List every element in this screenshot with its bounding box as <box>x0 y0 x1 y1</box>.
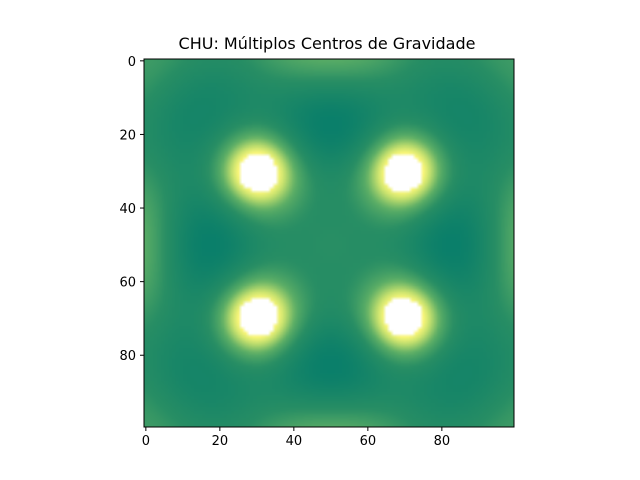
y-axis: 0 20 40 60 80 <box>119 55 144 364</box>
x-tick-label: 80 <box>434 434 451 449</box>
x-tick-label: 0 <box>142 434 150 449</box>
x-tick-label: 60 <box>360 434 377 449</box>
axes-frame <box>143 58 515 428</box>
y-tick-label: 20 <box>119 128 136 143</box>
plot-area <box>143 58 515 428</box>
y-tick-label: 60 <box>119 276 136 291</box>
y-tick-label: 80 <box>119 349 136 364</box>
y-tick-label: 40 <box>119 202 136 217</box>
x-axis: 0 20 40 60 80 <box>142 427 450 449</box>
x-tick-label: 40 <box>286 434 303 449</box>
y-tick-label: 0 <box>128 55 136 70</box>
heatmap-image <box>144 59 514 427</box>
x-tick-label: 20 <box>212 434 229 449</box>
chart-title: CHU: Múltiplos Centros de Gravidade <box>179 34 476 53</box>
